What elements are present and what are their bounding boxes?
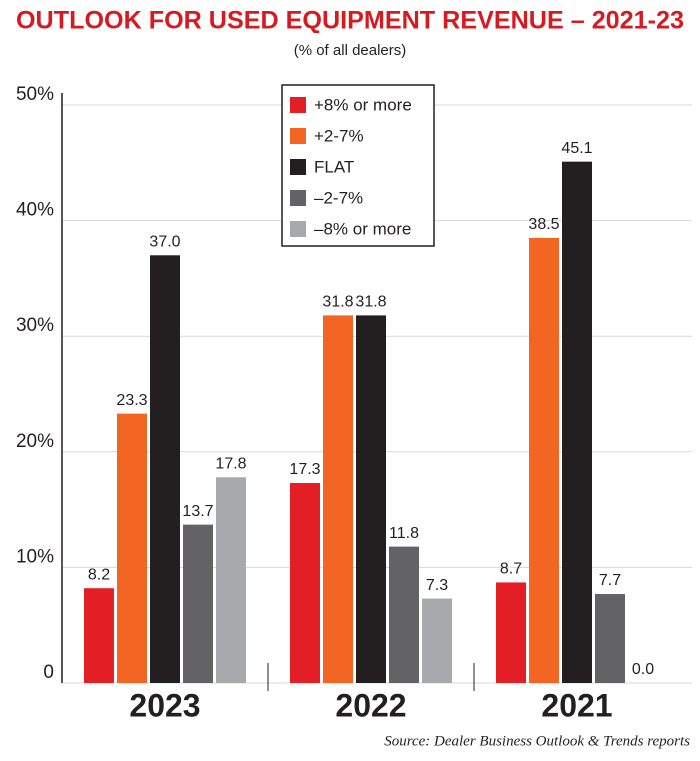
value-label: 8.7 [500,561,522,578]
y-tick-label: 20% [16,431,54,452]
x-tick-label: 2023 [129,687,200,723]
legend-swatch [290,190,306,206]
legend-box [281,84,435,247]
y-tick-label: 40% [16,200,54,221]
value-label: 17.3 [289,461,320,478]
bar [529,237,559,683]
value-label: 17.8 [215,455,246,472]
value-label: 45.1 [561,140,592,157]
y-tick-label: 30% [16,315,54,336]
bar [117,413,147,683]
value-label: 23.3 [116,392,147,409]
legend-label: –2-7% [314,188,363,207]
bar [562,161,592,684]
bar [496,582,526,683]
y-tick-label: 0 [43,662,54,683]
value-label: 7.7 [599,572,621,589]
bar [389,546,419,683]
value-label: 31.8 [322,294,353,311]
legend-swatch [290,97,306,113]
legend-swatch [290,221,306,237]
value-label: 37.0 [149,233,180,250]
bar [183,524,213,683]
bar [422,598,452,683]
value-label: 0.0 [632,661,654,678]
y-tick-label: 10% [16,546,54,567]
bar [323,315,353,683]
bar [216,477,246,683]
bar [290,483,320,683]
legend-label: +2-7% [314,126,364,145]
value-label: 31.8 [355,294,386,311]
legend-label: FLAT [314,157,354,176]
bar [356,315,386,683]
legend-label: –8% or more [314,219,411,238]
chart-title: OUTLOOK FOR USED EQUIPMENT REVENUE – 202… [16,7,684,35]
value-label: 7.3 [426,577,448,594]
bar [595,593,625,683]
x-tick-label: 2022 [335,687,406,723]
source-note: Source: Dealer Business Outlook & Trends… [384,733,690,749]
bar [84,588,114,683]
value-label: 8.2 [88,566,110,583]
value-label: 11.8 [389,525,419,542]
legend-swatch [290,159,306,175]
chart-subtitle: (% of all dealers) [294,42,407,59]
y-tick-label: 50% [16,84,54,105]
value-label: 13.7 [182,503,213,520]
bar [150,255,180,683]
x-tick-label: 2021 [541,687,612,723]
value-label: 38.5 [528,216,559,233]
legend-swatch [290,128,306,144]
legend-label: +8% or more [314,95,412,114]
